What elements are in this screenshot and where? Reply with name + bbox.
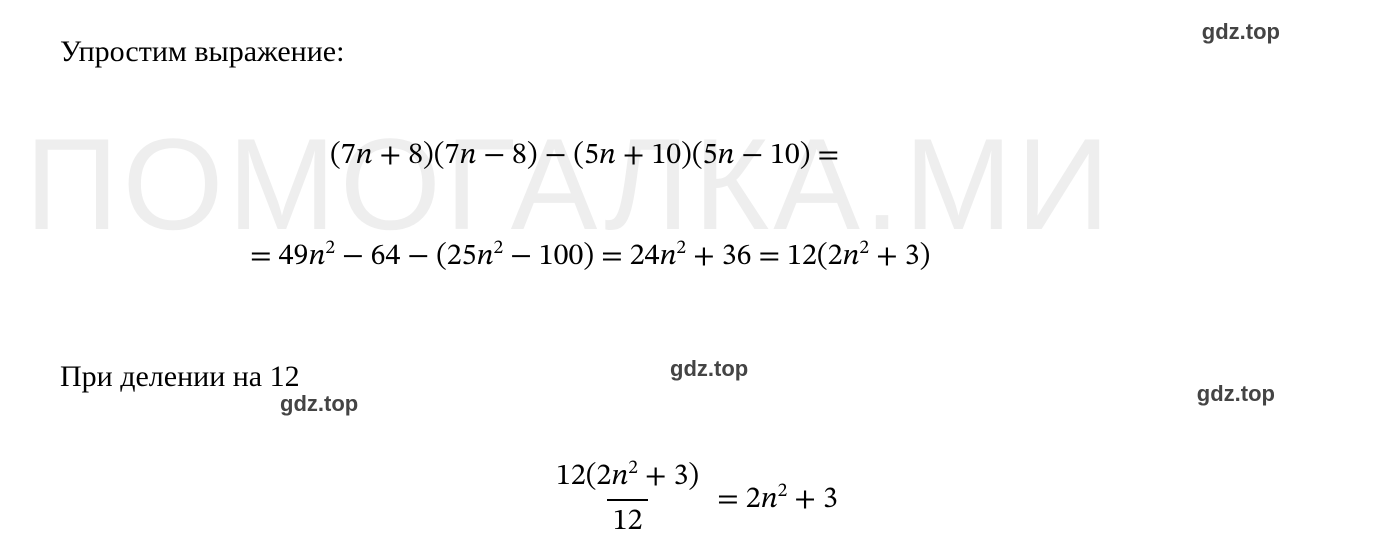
math-part: + 3 [787, 485, 838, 515]
math-part: 12(2𝑛 [556, 462, 628, 492]
math-expression-line-2: = 49𝑛2 − 64 − (25𝑛2 − 100) = 24𝑛2 + 36 =… [250, 236, 1400, 277]
math-expression-line-1: (7𝑛 + 8)(7𝑛 − 8) − (5𝑛 + 10)(5𝑛 − 10) = [330, 137, 1400, 176]
fraction-denominator: 12 [607, 499, 649, 538]
fraction: 12(2𝑛2 + 3) 12 [550, 456, 705, 538]
exponent: 2 [325, 238, 335, 258]
watermark-gdz-mid-left: gdz.top [280, 390, 358, 419]
math-part: = 2𝑛 [717, 485, 777, 515]
fraction-rhs: = 2𝑛2 + 3 [717, 479, 838, 520]
exponent: 2 [676, 238, 686, 258]
math-part: − 64 − (25𝑛 [335, 242, 493, 272]
math-part: + 3) [638, 462, 699, 492]
exponent: 2 [493, 238, 503, 258]
watermark-gdz-mid-right: gdz.top [1197, 380, 1275, 409]
watermark-gdz-top-right: gdz.top [1202, 18, 1280, 47]
fraction-numerator: 12(2𝑛2 + 3) [550, 456, 705, 499]
exponent: 2 [859, 238, 869, 258]
intro-text: Упростим выражение: [60, 32, 1400, 71]
exponent: 2 [778, 481, 788, 501]
math-part: − 100) = 24𝑛 [503, 242, 676, 272]
exponent: 2 [628, 458, 638, 478]
math-part: + 36 = 12(2𝑛 [686, 242, 859, 272]
watermark-gdz-mid-center: gdz.top [670, 355, 748, 384]
math-part: + 3) [869, 242, 930, 272]
math-part: = 49𝑛 [250, 242, 325, 272]
fraction-expression: 12(2𝑛2 + 3) 12 = 2𝑛2 + 3 [550, 456, 1400, 538]
